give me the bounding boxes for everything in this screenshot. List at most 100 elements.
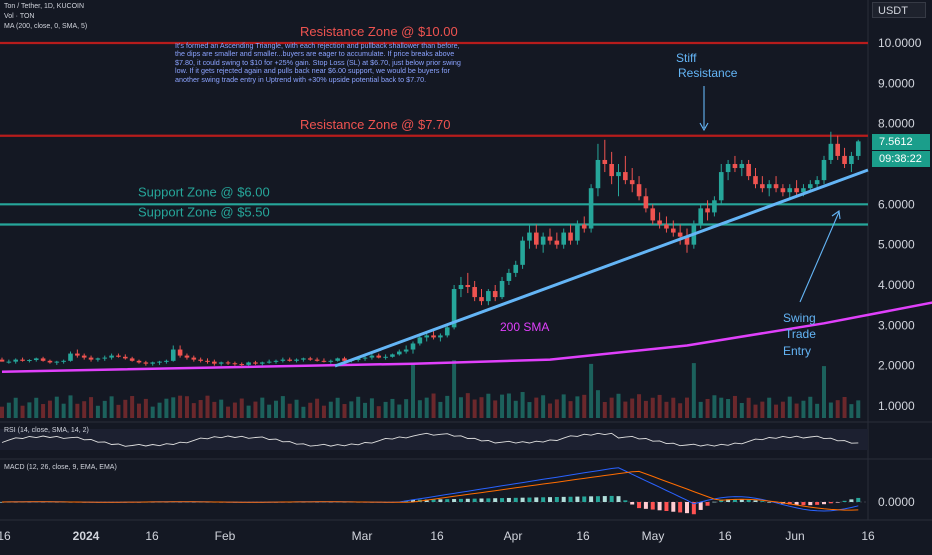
candle-body [698,208,703,225]
candle-body [184,355,190,358]
volume-bar [397,404,402,418]
candle-body [164,360,169,362]
volume-bar [849,404,854,418]
candle-body [253,362,258,364]
volume-bar [637,394,642,418]
candle-body [705,208,710,213]
x-tick-label: 2024 [73,529,100,543]
volume-bar [171,397,176,418]
candle-body [677,232,683,237]
volume-bar [726,399,731,418]
volume-bar [226,406,231,418]
macd-histogram-bar [822,502,826,505]
candle-body [68,353,73,361]
rsi-band [0,429,868,450]
candle-body [0,359,5,362]
macd-histogram-bar [685,502,689,514]
candle-body [328,360,334,362]
candle-body [479,297,484,302]
volume-bar [89,397,94,418]
x-tick-label: Apr [504,529,523,543]
volume-bar [47,400,52,418]
volume-bar [75,403,80,418]
candle-body [773,184,779,189]
volume-bar [184,396,189,418]
macd-histogram-bar [719,499,724,502]
macd-histogram-bar [746,499,751,502]
currency-button[interactable]: USDT [872,2,926,18]
macd-histogram-bar [575,496,580,502]
y-tick-label: 2.0000 [878,359,915,373]
candle-body [129,358,135,361]
candle-body [260,362,265,364]
macd-histogram-bar [424,499,429,502]
volume-bar [431,393,436,418]
volume-bar [0,406,4,418]
candle-body [321,360,327,362]
volume-bar [623,401,628,418]
candle-body [492,291,498,298]
candle-body [760,184,765,189]
candle-body [520,240,525,265]
macd-histogram-bar [849,499,854,502]
volume-bar [445,395,450,418]
volume-bar [698,401,703,418]
volume-bar [13,397,18,418]
macd-histogram-bar [678,502,683,513]
candle-body [355,358,361,361]
macd-histogram-bar [541,497,546,502]
volume-bar [746,397,751,418]
volume-bar [767,397,772,418]
volume-bar [219,399,224,418]
candle-body [116,355,121,357]
volume-bar [102,400,107,418]
candle-body [540,236,546,245]
volume-bar [828,402,833,418]
candle-body [20,359,25,361]
macd-signal-line [1,470,859,511]
volume-bar [411,362,415,418]
volume-bar [794,403,799,418]
volume-bar [246,405,251,418]
volume-bar [212,401,217,418]
volume-bar [657,394,662,418]
volume-bar [191,403,196,418]
volume-bar [369,398,374,418]
volume-bar [527,402,532,418]
macd-histogram-bar [438,499,443,502]
volume-bar [54,396,59,418]
macd-histogram-bar [616,496,621,502]
candle-body [81,355,87,358]
candle-body [794,188,799,193]
volume-bar [493,400,498,418]
macd-histogram-bar [787,502,792,505]
macd-histogram-bar [513,497,518,502]
volume-bar [116,404,121,418]
volume-bar [178,395,183,418]
volume-bar [424,397,429,418]
volume-bar [479,397,484,418]
y-tick-label: 8.0000 [878,117,915,131]
volume-bar [815,403,820,418]
volume-bar [671,397,676,418]
volume-bar [486,393,491,418]
volume-bar [274,400,278,418]
volume-bar [643,400,648,418]
macd-histogram-bar [856,497,861,502]
macd-histogram-bar [568,496,573,502]
candle-body [273,360,279,362]
volume-bar [513,400,518,418]
volume-bar [541,395,546,418]
volume-bar [109,396,114,418]
volume-bar [260,397,265,418]
x-tick-label: 16 [430,529,444,543]
candle-body [842,155,847,164]
candle-body [808,184,813,189]
candle-body [828,143,834,160]
candle-body [801,188,806,193]
y-tick-label: 10.0000 [878,36,922,50]
candle-body [616,172,621,177]
macd-histogram-bar [609,495,614,502]
